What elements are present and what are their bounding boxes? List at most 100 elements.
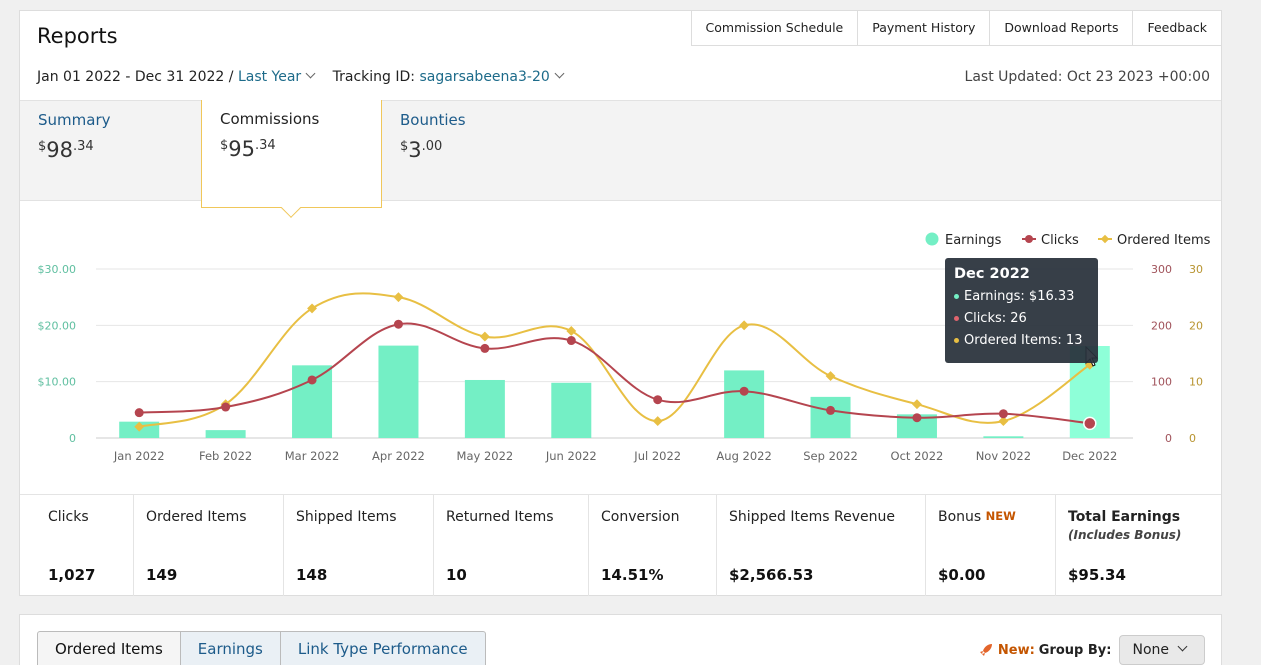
point-clicks xyxy=(998,409,1008,419)
rocket-icon xyxy=(979,644,992,656)
stat-label: Ordered Items xyxy=(146,509,247,525)
y-right1-tick-label: 200 xyxy=(1151,319,1172,332)
group-by-label: Group By: xyxy=(1038,642,1112,658)
y-right1-tick-label: 100 xyxy=(1151,376,1172,389)
stat-label: Shipped Items xyxy=(296,509,397,525)
x-tick-label: Sep 2022 xyxy=(803,449,858,463)
bar-earnings xyxy=(464,379,505,438)
page-title: Reports xyxy=(37,24,118,48)
x-tick-label: Oct 2022 xyxy=(891,449,944,463)
stat-label: Bonus NEW xyxy=(938,509,1016,525)
tracking-label: Tracking ID: xyxy=(332,69,416,85)
point-clicks xyxy=(1083,416,1097,431)
tab-amount: $95.34 xyxy=(220,137,363,161)
y-left-tick-label: $30.00 xyxy=(38,263,77,276)
y-right1-tick-label: 300 xyxy=(1151,263,1172,276)
point-clicks xyxy=(912,413,922,423)
point-clicks xyxy=(134,408,144,418)
y-right2-tick-label: 0 xyxy=(1189,432,1196,445)
earnings-chart[interactable]: 0 $10.00 $20.00 $30.00 0 100 200 300 0 10 20 30 Jan … xyxy=(20,11,1221,494)
currency-symbol: $ xyxy=(38,139,47,154)
amount-whole: 98 xyxy=(46,138,74,162)
stat-label: Clicks xyxy=(48,509,89,525)
stat-conversion: Conversion 14.51% xyxy=(588,495,716,596)
tab-amount: $98.34 xyxy=(38,138,183,162)
stat-value: 149 xyxy=(146,566,178,584)
stat-label: Shipped Items Revenue xyxy=(729,509,895,525)
stat-value: 14.51% xyxy=(601,566,664,584)
group-by-select[interactable]: None xyxy=(1119,635,1205,665)
top-nav: Commission Schedule Payment History Down… xyxy=(690,11,1221,46)
amount-cents: .34 xyxy=(255,138,276,153)
commission-schedule-button[interactable]: Commission Schedule xyxy=(690,11,858,46)
date-range: Jan 01 2022 - Dec 31 2022 / xyxy=(37,69,234,85)
point-ordered-items xyxy=(307,303,317,314)
stat-value: 148 xyxy=(296,566,328,584)
stat-value: 1,027 xyxy=(48,566,96,584)
x-tick-label: Jun 2022 xyxy=(545,449,597,463)
tab-label: Bounties xyxy=(400,111,466,129)
legend-swatch-clicks xyxy=(1025,235,1033,243)
point-clicks xyxy=(566,336,576,346)
tab-bounties[interactable]: Bounties $3.00 xyxy=(382,101,563,200)
amount-cents: .00 xyxy=(421,139,443,154)
tab-earnings[interactable]: Earnings xyxy=(180,631,281,665)
point-ordered-items xyxy=(566,326,577,336)
tab-label: Commissions xyxy=(220,110,320,128)
x-tick-label: Jan 2022 xyxy=(113,449,165,463)
point-ordered-items xyxy=(652,416,663,427)
tracking-filter[interactable]: Tracking ID: sagarsabeena3-20 xyxy=(332,68,569,85)
x-tick-label: Aug 2022 xyxy=(716,449,771,463)
feedback-button[interactable]: Feedback xyxy=(1132,11,1221,46)
stat-total-earnings: Total Earnings (Includes Bonus) $95.34 xyxy=(1055,495,1221,596)
y-left-tick-label: 0 xyxy=(69,432,76,445)
stats-row: Clicks 1,027 Ordered Items 149 Shipped I… xyxy=(20,494,1221,596)
currency-symbol: $ xyxy=(220,138,229,153)
tab-summary[interactable]: Summary $98.34 xyxy=(20,101,201,200)
x-tick-label: Apr 2022 xyxy=(372,449,425,463)
point-ordered-items xyxy=(739,320,750,331)
tracking-id-link[interactable]: sagarsabeena3-20 xyxy=(419,69,550,85)
details-tabs: Ordered Items Earnings Link Type Perform… xyxy=(37,631,486,665)
point-ordered-items xyxy=(825,371,836,381)
y-left-tick-label: $20.00 xyxy=(38,319,77,332)
bar-earnings xyxy=(205,430,246,438)
tooltip-title: Dec 2022 xyxy=(954,266,1030,282)
y-right2-tick-label: 10 xyxy=(1189,376,1203,389)
tab-commissions[interactable]: Commissions $95.34 xyxy=(201,100,382,218)
new-badge: NEW xyxy=(985,509,1016,523)
summary-tabstrip: Summary $98.34 Commissions $95.34 Bounti… xyxy=(20,100,1221,218)
tab-link-type-performance[interactable]: Link Type Performance xyxy=(280,631,486,665)
point-clicks xyxy=(393,319,403,329)
stat-value: $2,566.53 xyxy=(729,566,814,584)
stat-label: Total Earnings xyxy=(1068,509,1181,525)
x-tick-label: May 2022 xyxy=(457,449,514,463)
download-reports-button[interactable]: Download Reports xyxy=(989,11,1133,46)
payment-history-button[interactable]: Payment History xyxy=(857,11,990,46)
stat-sublabel: (Includes Bonus) xyxy=(1068,528,1182,542)
y-right2-tick-label: 20 xyxy=(1189,319,1203,332)
chart-tooltip: Dec 2022 Earnings: $16.33 Clicks: 26 Ord… xyxy=(945,258,1098,363)
line-clicks xyxy=(139,322,1090,425)
x-tick-label: Dec 2022 xyxy=(1062,449,1117,463)
stat-ordered-items: Ordered Items 149 xyxy=(133,495,283,596)
stat-value: $0.00 xyxy=(938,566,986,584)
point-clicks xyxy=(653,395,663,405)
stat-shipped-items: Shipped Items 148 xyxy=(283,495,433,596)
period-link[interactable]: Last Year xyxy=(237,69,302,85)
tooltip-row-earnings: Earnings: $16.33 xyxy=(954,286,1089,308)
currency-symbol: $ xyxy=(400,139,409,154)
point-clicks xyxy=(221,402,231,412)
stat-returned-items: Returned Items 10 xyxy=(433,495,588,596)
reports-panel: Reports Commission Schedule Payment Hist… xyxy=(19,10,1222,596)
last-updated: Last Updated: Oct 23 2023 +00:00 xyxy=(964,69,1210,85)
tooltip-ordered: Ordered Items: 13 xyxy=(964,333,1083,348)
bar-earnings xyxy=(551,382,592,438)
tab-ordered-items[interactable]: Ordered Items xyxy=(37,631,181,665)
tab-amount: $3.00 xyxy=(400,138,545,162)
point-clicks xyxy=(480,343,490,353)
amount-cents: .34 xyxy=(73,139,94,154)
legend-label: Earnings xyxy=(945,233,1002,248)
date-filter[interactable]: Jan 01 2022 - Dec 31 2022 / Last Year xyxy=(37,68,320,85)
tooltip-clicks: Clicks: 26 xyxy=(964,311,1027,326)
